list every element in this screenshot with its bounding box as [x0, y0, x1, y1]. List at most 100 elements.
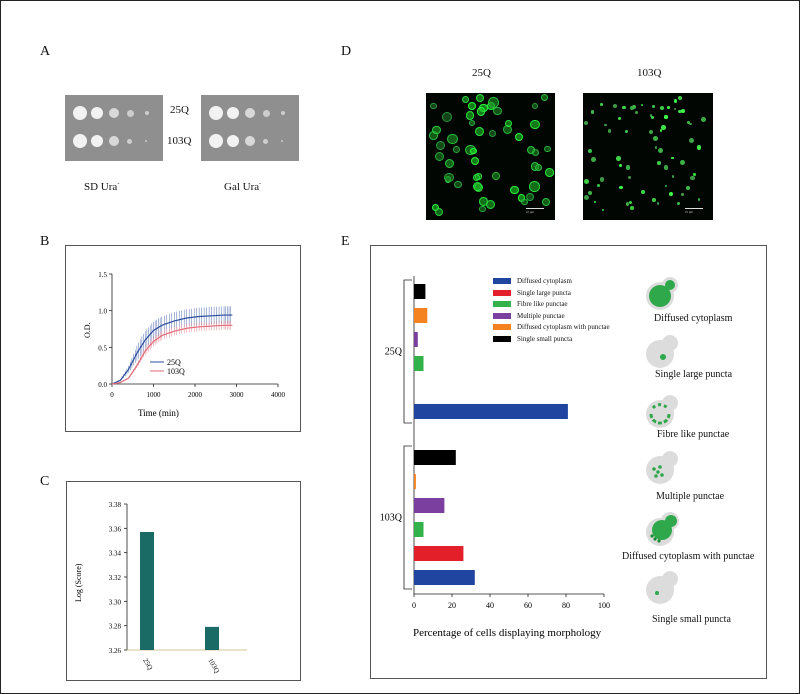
fluorescent-cell [648, 129, 654, 135]
legend-label: Diffused cytoplasm [517, 277, 572, 285]
fluorescent-cell [669, 191, 674, 196]
fluorescent-cell [591, 157, 597, 163]
fluorescent-cell [587, 149, 593, 154]
legend-item: Diffused cytoplasm with punctae [493, 323, 610, 331]
fluorescent-cell [626, 165, 631, 170]
legend-item: Multiple punctae [493, 312, 565, 320]
b-y-tick-label: 1.0 [98, 308, 107, 316]
fluorescent-cell [617, 117, 622, 121]
fluorescent-cell [454, 180, 462, 188]
fluorescent-cell [629, 205, 635, 211]
cartoon-label-1: Diffused cytoplasm [654, 313, 733, 324]
colony-spot [127, 138, 132, 144]
fluorescent-cell [652, 197, 657, 203]
fluorescent-cell [654, 146, 657, 149]
cartoon-diffused-cytoplasm [646, 277, 678, 310]
fluorescent-cell [593, 200, 596, 204]
panel-a-label: A [40, 44, 51, 59]
fluorescent-cell [676, 201, 680, 205]
plate-label-sd: SD Ura- [84, 181, 120, 193]
e-x-tick-label: 20 [448, 601, 456, 610]
legend-label: Fibre like punctae [517, 300, 568, 308]
colony-spot [73, 134, 87, 148]
e-x-tick-label: 40 [486, 601, 494, 610]
fluorescent-cell [530, 120, 540, 130]
fluorescent-cell [649, 114, 653, 117]
legend-label: Single large puncta [517, 288, 571, 297]
c-y-tick-label: 3.30 [109, 598, 122, 606]
fluorescent-cell [616, 156, 621, 161]
e-group-label: 103Q [380, 513, 403, 524]
fluorescent-cell [627, 175, 632, 180]
fluorescent-cell [661, 125, 666, 130]
fluorescent-cell [510, 185, 519, 195]
legend-item: Single small puncta [493, 335, 572, 343]
e-x-tick-label: 80 [562, 601, 570, 610]
fluorescent-cell [465, 111, 475, 120]
b-legend-label: 103Q [167, 367, 185, 376]
c-ylabel: Log (Score) [74, 563, 83, 602]
fluorescent-cell [657, 161, 661, 165]
fluorescent-cell [452, 146, 460, 153]
fluorescent-cell [489, 130, 497, 138]
cartoon-label-6: Single small puncta [652, 614, 731, 625]
cartoon-single-small-puncta [646, 571, 678, 604]
fluorescent-cell [613, 103, 618, 108]
b-x-tick-label: 2000 [188, 391, 203, 399]
e-bar [414, 522, 424, 537]
scale-bar [526, 208, 544, 209]
colony-spot [209, 134, 223, 148]
legend-label: Diffused cytoplasm with punctae [517, 323, 610, 331]
fluorescent-cell [599, 177, 605, 183]
fluorescent-cell [435, 207, 444, 216]
fluorescent-cell [664, 184, 667, 187]
e-bar [414, 284, 426, 299]
panel-c-label: C [40, 474, 50, 489]
fluorescent-cell [696, 144, 702, 150]
legend-label: Multiple punctae [517, 311, 565, 320]
fluorescent-cell [678, 109, 682, 114]
colony-spot [109, 136, 119, 146]
e-bar [414, 356, 424, 371]
fluorescent-cell [690, 175, 695, 181]
fluorescent-cell [671, 156, 674, 159]
fluorescent-cell [701, 117, 707, 123]
e-xlabel: Percentage of cells displaying morpholog… [413, 627, 602, 639]
b-x-tick-label: 1000 [147, 391, 162, 399]
fluorescent-cell [677, 96, 683, 101]
b-legend-label: 25Q [167, 358, 181, 367]
spot-plate-gal [201, 95, 299, 161]
fluorescent-cell [475, 93, 485, 103]
fluorescent-cell [629, 201, 633, 205]
fluorescent-cell [604, 123, 607, 127]
colony-spot [109, 108, 119, 118]
fluorescent-cell [462, 96, 470, 104]
fluorescent-cell [521, 198, 528, 206]
e-bar [414, 498, 445, 513]
fluorescent-cell [686, 185, 691, 190]
c-y-tick-label: 3.26 [109, 647, 122, 655]
b-y-tick-label: 1.5 [98, 271, 107, 279]
b-x-tick-label: 3000 [230, 391, 245, 399]
fluorescent-cell [471, 156, 480, 165]
colony-spot [227, 135, 239, 147]
scale-text: 10 µm [685, 210, 693, 214]
legend-swatch [493, 278, 511, 284]
b-y-tick-label: 0.0 [98, 381, 107, 389]
fluorescent-cell [667, 106, 670, 109]
fluorescent-cell [487, 97, 499, 108]
fluorescent-cell [584, 178, 589, 184]
morphology-bar-chart: 0 20 40 60 80 100 25Q 103Q Percentage of cells … [380, 276, 610, 639]
fluorescent-cell [688, 138, 694, 144]
cartoon-label-5: Diffused cytoplasm with punctae [622, 551, 755, 562]
c-x-tick-label: 103Q [206, 657, 221, 674]
c-y-tick-label: 3.28 [109, 623, 122, 631]
fluorescent-cell [492, 172, 501, 181]
b-x-tick-label: 0 [110, 391, 114, 399]
colony-spot [263, 138, 268, 144]
fluorescent-cell [622, 105, 626, 110]
fluorescent-cell [479, 197, 488, 206]
fluorescent-cell [544, 167, 554, 177]
colony-spot [227, 107, 239, 119]
